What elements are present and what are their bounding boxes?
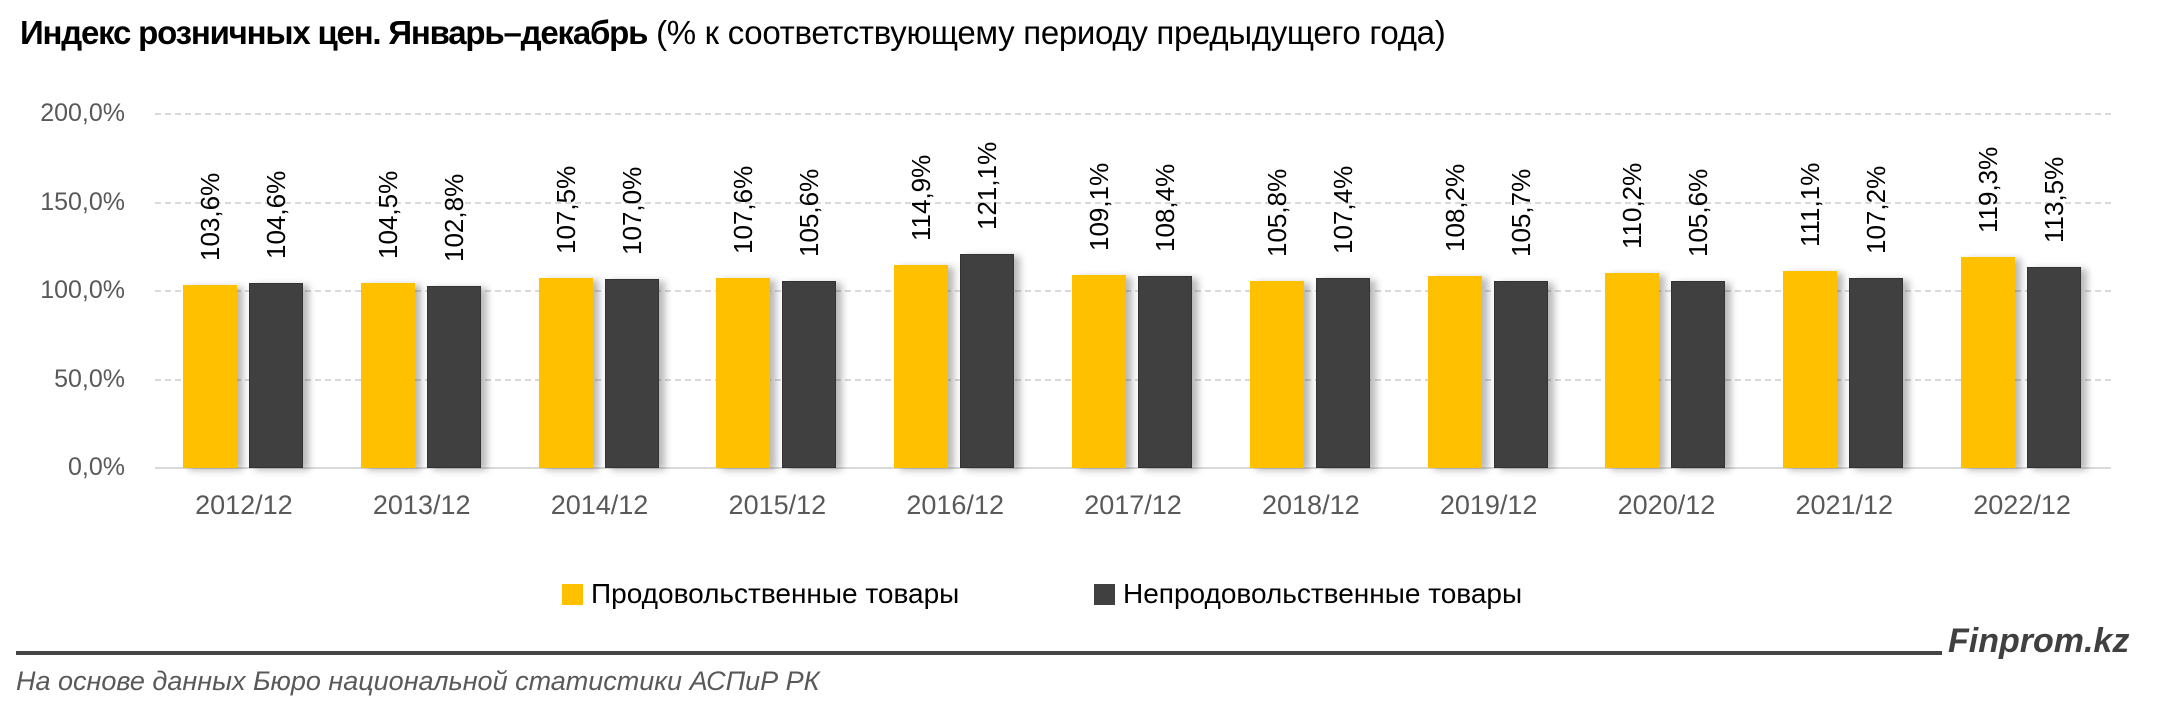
bar-food	[182, 284, 237, 468]
bar-nonfood	[1493, 280, 1548, 468]
source-note: На основе данных Бюро национальной стати…	[16, 666, 820, 696]
x-axis-tick-label: 2019/12	[1439, 490, 1538, 520]
x-axis-tick-label: 2022/12	[1973, 490, 2071, 520]
legend-swatch-food	[562, 583, 583, 605]
y-axis-tick-label: 100,0%	[40, 276, 125, 304]
bar-nonfood	[248, 282, 303, 468]
bar-nonfood	[1671, 281, 1726, 468]
data-label: 107,4%	[1327, 165, 1358, 254]
data-label: 105,8%	[1261, 168, 1292, 257]
brand-logo-text: Finprom.kz	[1948, 622, 2130, 660]
data-label: 105,7%	[1505, 168, 1536, 257]
legend-label-nonfood: Непродовольственные товары	[1123, 578, 1523, 609]
legend-item-nonfood: Непродовольственные товары	[1094, 578, 1522, 610]
bar-food	[538, 277, 593, 468]
data-label: 105,6%	[1683, 168, 1714, 258]
data-label: 102,8%	[438, 173, 469, 263]
chart-title-subtitle: (% к соответствующему периоду предыдущег…	[647, 14, 1446, 51]
x-axis-tick-label: 2013/12	[372, 490, 471, 520]
data-label: 109,1%	[1084, 162, 1114, 251]
legend-label-food: Продовольственные товары	[591, 578, 960, 609]
bar-food	[1605, 272, 1660, 468]
gridline	[155, 113, 2111, 115]
bar-nonfood	[782, 281, 837, 468]
data-label: 104,5%	[372, 170, 403, 260]
bar-food	[716, 277, 771, 468]
x-axis-tick-label: 2017/12	[1084, 490, 1182, 520]
bar-nonfood	[604, 278, 659, 468]
data-label: 105,6%	[794, 168, 825, 258]
legend-item-food: Продовольственные товары	[562, 578, 959, 610]
bar-food	[1961, 256, 2016, 468]
data-label: 107,0%	[616, 166, 647, 255]
bar-food	[1427, 276, 1482, 468]
data-label: 108,4%	[1150, 163, 1180, 253]
data-label: 114,9%	[906, 154, 937, 241]
bar-nonfood	[426, 286, 481, 468]
bar-food	[1783, 271, 1838, 468]
chart-legend: Продовольственные товары Непродовольстве…	[0, 578, 2160, 610]
bar-nonfood	[2027, 267, 2082, 468]
x-axis-tick-label: 2016/12	[906, 490, 1004, 520]
x-axis-tick-label: 2015/12	[728, 490, 827, 520]
bar-nonfood	[1849, 278, 1904, 468]
bar-nonfood	[1315, 277, 1370, 468]
data-label: 104,6%	[260, 170, 291, 259]
chart-plot-area: 0,0% 50,0% 100,0% 150,0% 200,0% 103,6% 104,6% 2…	[40, 99, 2111, 520]
x-axis-tick-label: 2020/12	[1617, 490, 1716, 520]
chart-title-main: Индекс розничных цен. Январь–декабрь	[20, 14, 648, 51]
bar-food	[1249, 280, 1304, 468]
bar-nonfood	[960, 253, 1015, 468]
y-axis-tick-label: 150,0%	[40, 187, 125, 216]
x-axis-tick-label: 2014/12	[550, 490, 649, 520]
chart-title: Индекс розничных цен. Январь–декабрь (% …	[20, 14, 1446, 52]
data-label: 121,1%	[972, 141, 1003, 230]
data-label: 110,2%	[1617, 162, 1648, 249]
bar-food	[1072, 274, 1126, 468]
y-axis-tick-label: 50,0%	[54, 364, 125, 393]
data-label: 119,3%	[1973, 146, 2004, 233]
x-axis-tick-label: 2012/12	[195, 490, 293, 520]
gridline	[155, 378, 2111, 381]
bar-food	[360, 283, 415, 468]
y-axis-tick-label: 200,0%	[40, 99, 125, 127]
data-label: 111,1%	[1795, 163, 1826, 248]
x-axis-tick-label: 2018/12	[1262, 490, 1360, 520]
data-label: 113,5%	[2039, 156, 2070, 244]
data-label: 108,2%	[1439, 164, 1470, 253]
footer-divider	[16, 651, 1942, 655]
gridline	[155, 201, 2111, 204]
y-axis-tick-label: 0,0%	[68, 453, 125, 481]
legend-swatch-nonfood	[1094, 583, 1115, 605]
data-label: 107,5%	[550, 165, 581, 254]
x-axis-line	[155, 467, 2111, 469]
data-label: 107,2%	[1861, 166, 1892, 255]
bar-food	[894, 264, 949, 468]
bar-nonfood	[1138, 276, 1192, 468]
data-label: 107,6%	[728, 165, 759, 254]
gridline	[155, 290, 2111, 292]
x-axis-tick-label: 2021/12	[1795, 490, 1894, 520]
data-label: 103,6%	[194, 172, 225, 261]
